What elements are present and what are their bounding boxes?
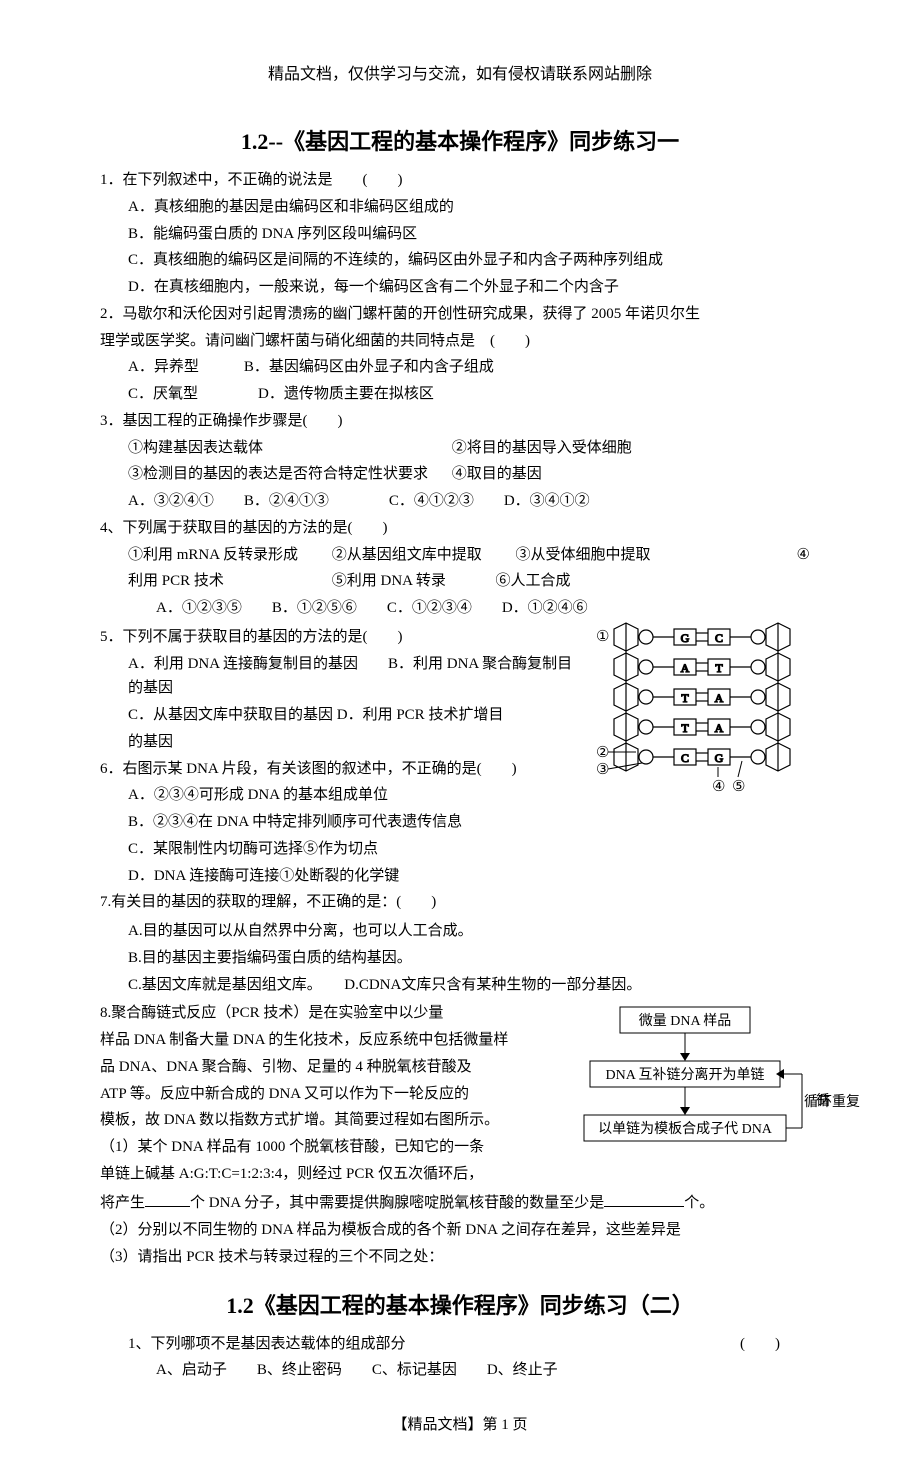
- dna-label-4: ④: [712, 779, 725, 795]
- q3-i1: ①构建基因表达载体: [128, 436, 448, 461]
- q7-opt-a: A.目的基因可以从自然界中分离，也可以人工合成。: [100, 919, 820, 944]
- pcr-box-3: 以单链为模板合成子代 DNA: [598, 1121, 773, 1137]
- p2q1-paren: ( ): [740, 1332, 780, 1357]
- q6-opt-c: C．某限制性内切酶可选择⑤作为切点: [100, 837, 582, 862]
- pcr-side-text: 循环重复: [804, 1091, 860, 1111]
- q8-sub1c: 将产生 个 DNA 分子，其中需要提供胸腺嘧啶脱氧核苷酸的数量至少是 个。: [100, 1191, 820, 1216]
- q6-opt-d: D．DNA 连接酶可连接①处断裂的化学键: [100, 864, 582, 889]
- q6-opt-b: B．②③④在 DNA 中特定排列顺序可代表遗传信息: [100, 810, 582, 835]
- dna-label-1: ①: [596, 629, 609, 645]
- q1-opt-d: D．在真核细胞内，一般来说，每一个编码区含有二个外显子和二个内含子: [100, 275, 820, 300]
- q8-sub2: （2）分别以不同生物的 DNA 样品为模板合成的各个新 DNA 之间存在差异，这…: [100, 1218, 820, 1243]
- dna-label-5: ⑤: [732, 779, 745, 795]
- p2q1-stem-text: 1、下列哪项不是基因表达载体的组成部分: [128, 1336, 406, 1352]
- dna-diagram: G C A: [590, 619, 820, 819]
- q8-stem-3: 品 DNA、DNA 聚合酶、引物、足量的 4 种脱氧核苷酸及: [100, 1055, 562, 1080]
- pcr-box-1: 微量 DNA 样品: [639, 1013, 732, 1029]
- blank-1[interactable]: [145, 1206, 190, 1207]
- q7-opt-b: B.目的基因主要指编码蛋白质的结构基因。: [100, 946, 820, 971]
- q3-stem: 3．基因工程的正确操作步骤是( ): [100, 409, 820, 434]
- q5-opt-c: C．从基因文库中获取目的基因 D．利用 PCR 技术扩增目: [100, 703, 582, 728]
- q3-opts: A．③②④① B．②④①③ C．④①②③ D．③④①②: [100, 489, 820, 514]
- q5-opt-c2: 的基因: [100, 730, 582, 755]
- q8-stem-1: 8.聚合酶链式反应（PCR 技术）是在实验室中以少量: [100, 1001, 562, 1026]
- dna-base-1l: G: [681, 631, 690, 645]
- q8-sub1c-pre: 将产生: [100, 1195, 145, 1211]
- q1-stem: 1．在下列叙述中，不正确的说法是 ( ): [100, 168, 820, 193]
- q4-i5: ⑤利用 DNA 转录: [332, 569, 492, 594]
- dna-base-4r: A: [715, 721, 724, 735]
- q8-sub1a: （1）某个 DNA 样品有 1000 个脱氧核苷酸，已知它的一条: [100, 1135, 562, 1160]
- q6-opt-a: A．②③④可形成 DNA 的基本组成单位: [100, 783, 582, 808]
- q5-stem: 5．下列不属于获取目的基因的方法的是( ): [100, 625, 582, 650]
- q8-sub1c-suf: 个。: [684, 1195, 714, 1211]
- q4-opts: A．①②③⑤ B．①②⑤⑥ C．①②③④ D．①②④⑥: [100, 596, 820, 621]
- q8-sub3: （3）请指出 PCR 技术与转录过程的三个不同之处：: [100, 1245, 820, 1270]
- pcr-diagram: 微量 DNA 样品 DNA 互补链分离开为单链 以单链为模板合成子代 DNA 循: [570, 999, 820, 1189]
- header-note: 精品文档，仅供学习与交流，如有侵权请联系网站删除: [100, 60, 820, 84]
- q1-opt-c: C．真核细胞的编码区是间隔的不连续的，编码区由外显子和内含子两种序列组成: [100, 248, 820, 273]
- p2q1-opts: A、启动子 B、终止密码 C、标记基因 D、终止子: [100, 1358, 820, 1383]
- dna-base-3r: A: [715, 691, 724, 705]
- dna-base-5l: C: [681, 751, 689, 765]
- q7-opt-cd: C.基因文库就是基因组文库。 D.CDNA文库只含有某种生物的一部分基因。: [100, 973, 820, 998]
- q4-i3: ③从受体细胞中提取: [516, 543, 676, 568]
- q2-stem-1: 2．马歇尔和沃伦因对引起胃溃疡的幽门螺杆菌的开创性研究成果，获得了 2005 年…: [100, 302, 820, 327]
- q3-i3: ③检测目的基因的表达是否符合特定性状要求: [128, 462, 448, 487]
- q8-sub1c-mid: 个 DNA 分子，其中需要提供胸腺嘧啶脱氧核苷酸的数量至少是: [190, 1195, 604, 1211]
- dna-base-5r: G: [715, 751, 724, 765]
- title-1: 1.2--《基因工程的基本操作程序》同步练习一: [100, 124, 820, 156]
- q1-opt-a: A．真核细胞的基因是由编码区和非编码区组成的: [100, 195, 820, 220]
- q8-stem-4: ATP 等。反应中新合成的 DNA 又可以作为下一轮反应的: [100, 1082, 562, 1107]
- q8-stem-5: 模板，故 DNA 数以指数方式扩增。其简要过程如右图所示。: [100, 1108, 562, 1133]
- q2-stem-2: 理学或医学奖。请问幽门螺杆菌与硝化细菌的共同特点是 ( ): [100, 329, 820, 354]
- blank-2[interactable]: [604, 1206, 684, 1207]
- q3-items-row1: ①构建基因表达载体 ②将目的基因导入受体细胞: [100, 436, 820, 461]
- q4-i4b: 利用 PCR 技术: [128, 569, 328, 594]
- q5-opt-ab: A．利用 DNA 连接酶复制目的基因 B．利用 DNA 聚合酶复制目的基因: [100, 652, 582, 702]
- q2-opt-ab: A．异养型 B．基因编码区由外显子和内含子组成: [100, 355, 820, 380]
- dna-base-1r: C: [715, 631, 723, 645]
- q4-row1: ①利用 mRNA 反转录形成 ②从基因组文库中提取 ③从受体细胞中提取 ④: [100, 543, 820, 568]
- q4-stem: 4、下列属于获取目的基因的方法的是( ): [100, 516, 820, 541]
- q3-items-row2: ③检测目的基因的表达是否符合特定性状要求 ④取目的基因: [100, 462, 820, 487]
- q2-opt-cd: C．厌氧型 D．遗传物质主要在拟核区: [100, 382, 820, 407]
- q7-stem: 7.有关目的基因的获取的理解，不正确的是：( ): [100, 890, 582, 915]
- q8-sub1b: 单链上碱基 A:G:T:C=1:2:3:4，则经过 PCR 仅五次循环后，: [100, 1162, 562, 1187]
- dna-base-3l: T: [681, 691, 689, 705]
- p2q1-stem: 1、下列哪项不是基因表达载体的组成部分 ( ): [100, 1332, 820, 1357]
- dna-base-4l: T: [681, 721, 689, 735]
- q4-i6: ⑥人工合成: [496, 573, 571, 589]
- q6-stem: 6．右图示某 DNA 片段，有关该图的叙述中，不正确的是( ): [100, 757, 582, 782]
- title-2: 1.2《基因工程的基本操作程序》同步练习（二）: [100, 1288, 820, 1320]
- q4-i2: ②从基因组文库中提取: [332, 543, 512, 568]
- q4-i1: ①利用 mRNA 反转录形成: [128, 543, 328, 568]
- q4-i4: ④: [797, 543, 810, 568]
- dna-base-2r: T: [715, 661, 723, 675]
- pcr-box-2: DNA 互补链分离开为单链: [605, 1066, 764, 1083]
- page-footer: 【精品文档】第 1 页: [100, 1413, 820, 1434]
- dna-label-3: ③: [596, 762, 609, 778]
- q3-i4: ④取目的基因: [452, 466, 542, 482]
- q8-stem-2: 样品 DNA 制备大量 DNA 的生化技术，反应系统中包括微量样: [100, 1028, 562, 1053]
- dna-base-2l: A: [681, 661, 690, 675]
- dna-label-2: ②: [596, 745, 609, 761]
- q1-opt-b: B．能编码蛋白质的 DNA 序列区段叫编码区: [100, 222, 820, 247]
- q4-row2: 利用 PCR 技术 ⑤利用 DNA 转录 ⑥人工合成: [100, 569, 820, 594]
- q3-i2: ②将目的基因导入受体细胞: [452, 440, 632, 456]
